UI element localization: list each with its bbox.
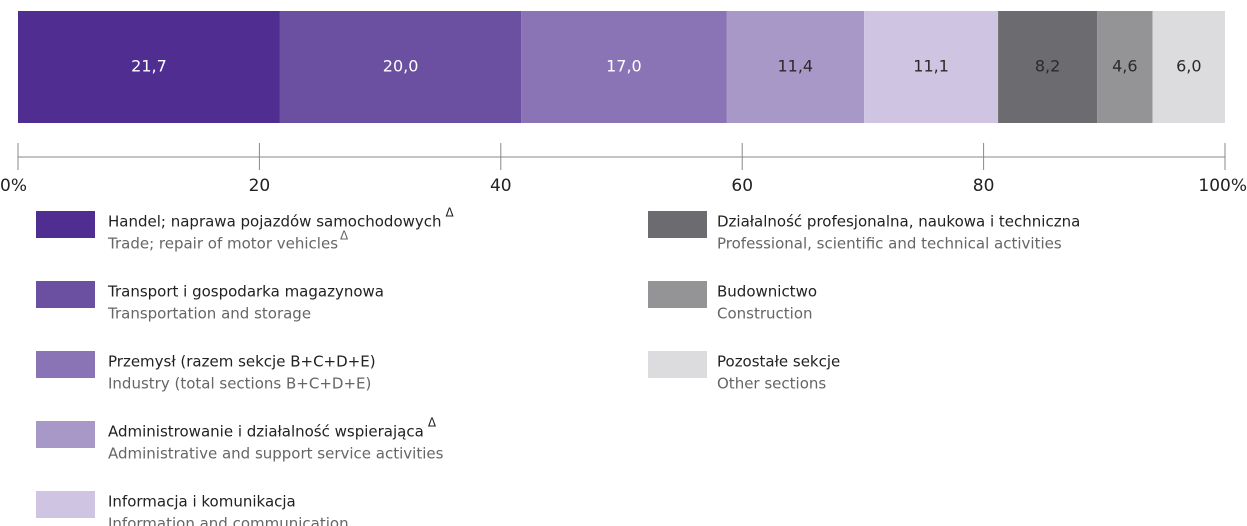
bar-segment: [998, 11, 1098, 123]
x-tick-label: 40: [490, 176, 512, 196]
legend-label: Administrowanie i działalność wspierając…: [108, 423, 424, 441]
legend-label-en: Administrative and support service activ…: [108, 445, 444, 463]
legend-swatch: [36, 281, 95, 308]
value-label: 8,2: [1035, 57, 1060, 76]
legend-label: Transport i gospodarka magazynowa: [107, 283, 384, 301]
bar-segment: [1152, 11, 1225, 123]
legend-label: Przemysł (razem sekcje B+C+D+E): [108, 353, 376, 371]
legend-swatch: [648, 351, 707, 378]
legend-label-en: Professional, scientific and technical a…: [717, 235, 1062, 253]
x-tick-label: 60: [731, 176, 753, 196]
value-label: 6,0: [1176, 57, 1201, 76]
legend-swatch: [36, 491, 95, 518]
legend-label: Działalność profesjonalna, naukowa i tec…: [717, 213, 1080, 231]
x-tick-label: 20: [249, 176, 271, 196]
legend-swatch: [36, 211, 95, 238]
bar-segment: [521, 11, 727, 123]
value-label: 17,0: [606, 57, 642, 76]
value-label: 21,7: [131, 57, 167, 76]
x-tick-label: 80: [973, 176, 995, 196]
legend-label: Budownictwo: [717, 283, 817, 301]
legend-label: Pozostałe sekcje: [717, 353, 840, 371]
value-label: 11,1: [913, 57, 949, 76]
legend-label-en: Industry (total sections B+C+D+E): [108, 375, 371, 393]
legend-swatch: [36, 351, 95, 378]
legend-note: Δ: [340, 229, 349, 243]
x-tick-label: 100%: [1198, 176, 1247, 196]
bar-segment: [1097, 11, 1153, 123]
legend-label: Handel; naprawa pojazdów samochodowych: [108, 213, 442, 231]
x-tick-label: 0%: [0, 176, 27, 196]
legend-swatch: [648, 211, 707, 238]
value-label: 4,6: [1112, 57, 1137, 76]
bar-segment: [864, 11, 999, 123]
legend-note: Δ: [446, 206, 455, 220]
legend-note: Δ: [428, 416, 437, 430]
value-label: 11,4: [777, 57, 813, 76]
value-label: 20,0: [383, 57, 419, 76]
legend-label-en: Construction: [717, 305, 813, 323]
legend-label-en: Information and communication: [108, 515, 349, 526]
legend-label-en: Transportation and storage: [107, 305, 311, 323]
legend-swatch: [36, 421, 95, 448]
bar-segment: [726, 11, 865, 123]
legend-label: Informacja i komunikacja: [108, 493, 296, 511]
bar-segment: [279, 11, 522, 123]
legend-label-en: Other sections: [717, 375, 826, 393]
legend-swatch: [648, 281, 707, 308]
bar-segment: [18, 11, 280, 123]
legend-label-en: Trade; repair of motor vehicles: [107, 235, 338, 253]
